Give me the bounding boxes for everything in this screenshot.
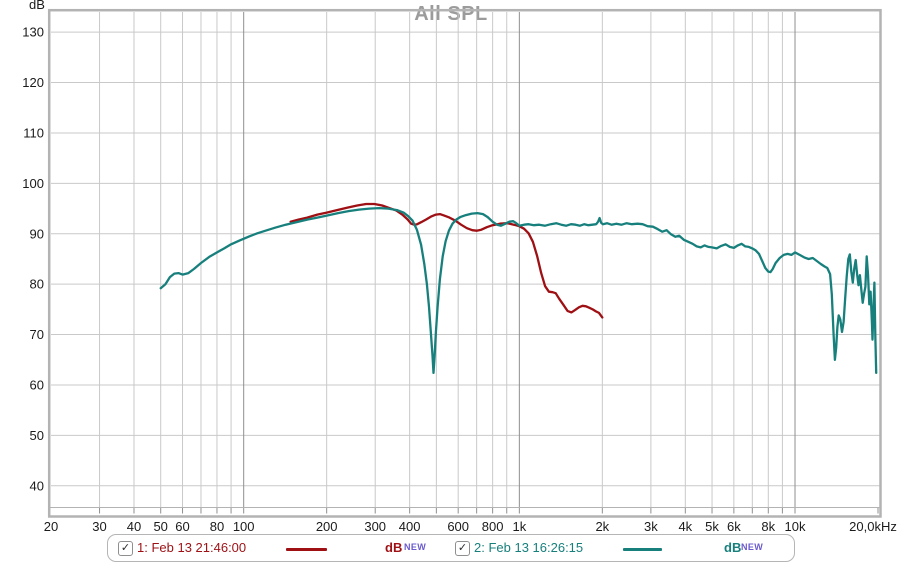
- legend: ✓ 1: Feb 13 21:46:00 dB NEW ✓ 2: Feb 13 …: [107, 534, 795, 562]
- svg-text:20: 20: [44, 519, 58, 534]
- svg-text:90: 90: [30, 226, 44, 241]
- svg-text:6k: 6k: [727, 519, 741, 534]
- legend-swatch-1: [286, 548, 327, 551]
- svg-text:800: 800: [482, 519, 504, 534]
- svg-text:60: 60: [30, 377, 44, 392]
- legend-unit-2: dB: [724, 540, 742, 555]
- x-axis-ticks: [99, 508, 879, 514]
- svg-text:8k: 8k: [761, 519, 775, 534]
- svg-text:2k: 2k: [595, 519, 609, 534]
- svg-text:40: 40: [127, 519, 141, 534]
- svg-text:40: 40: [30, 478, 44, 493]
- svg-text:80: 80: [30, 277, 44, 292]
- svg-text:120: 120: [22, 75, 44, 90]
- svg-text:300: 300: [364, 519, 386, 534]
- svg-text:200: 200: [316, 519, 338, 534]
- svg-text:50: 50: [153, 519, 167, 534]
- svg-text:10k: 10k: [785, 519, 806, 534]
- svg-text:70: 70: [30, 327, 44, 342]
- svg-text:50: 50: [30, 428, 44, 443]
- x-gridlines: [49, 12, 880, 508]
- series-trace-2: [159, 206, 878, 375]
- svg-text:30: 30: [92, 519, 106, 534]
- legend-checkbox-2[interactable]: ✓: [455, 541, 470, 556]
- series-traces: [159, 202, 878, 375]
- svg-text:80: 80: [210, 519, 224, 534]
- series-trace-1: [289, 202, 604, 319]
- svg-text:3k: 3k: [644, 519, 658, 534]
- y-gridlines: [51, 31, 880, 487]
- svg-text:1k: 1k: [512, 519, 526, 534]
- svg-text:60: 60: [175, 519, 189, 534]
- svg-text:600: 600: [447, 519, 469, 534]
- legend-badge-new-2: NEW: [741, 542, 764, 552]
- legend-unit-1: dB: [385, 540, 403, 555]
- y-axis-unit-label: dB: [29, 0, 45, 12]
- svg-text:130: 130: [22, 25, 44, 40]
- y-tick-labels: 40 50 60 70 80 90 100 110 120 130: [22, 25, 44, 494]
- legend-label-2[interactable]: 2: Feb 13 16:26:15: [474, 540, 584, 555]
- svg-text:100: 100: [22, 176, 44, 191]
- legend-checkbox-1[interactable]: ✓: [118, 541, 133, 556]
- legend-label-1[interactable]: 1: Feb 13 21:46:00: [137, 540, 247, 555]
- svg-text:20,0kHz: 20,0kHz: [849, 519, 897, 534]
- x-tick-labels: 20 30 40 50 60 80 100 200 300 400 600 800 1k 2k 3k 4k 5k…: [44, 519, 897, 534]
- svg-text:4k: 4k: [678, 519, 692, 534]
- legend-badge-new-1: NEW: [404, 542, 427, 552]
- plot-frame: [47, 8, 882, 518]
- svg-text:100: 100: [233, 519, 255, 534]
- svg-text:5k: 5k: [705, 519, 719, 534]
- legend-swatch-2: [623, 548, 662, 551]
- svg-text:110: 110: [23, 125, 44, 140]
- svg-text:400: 400: [399, 519, 421, 534]
